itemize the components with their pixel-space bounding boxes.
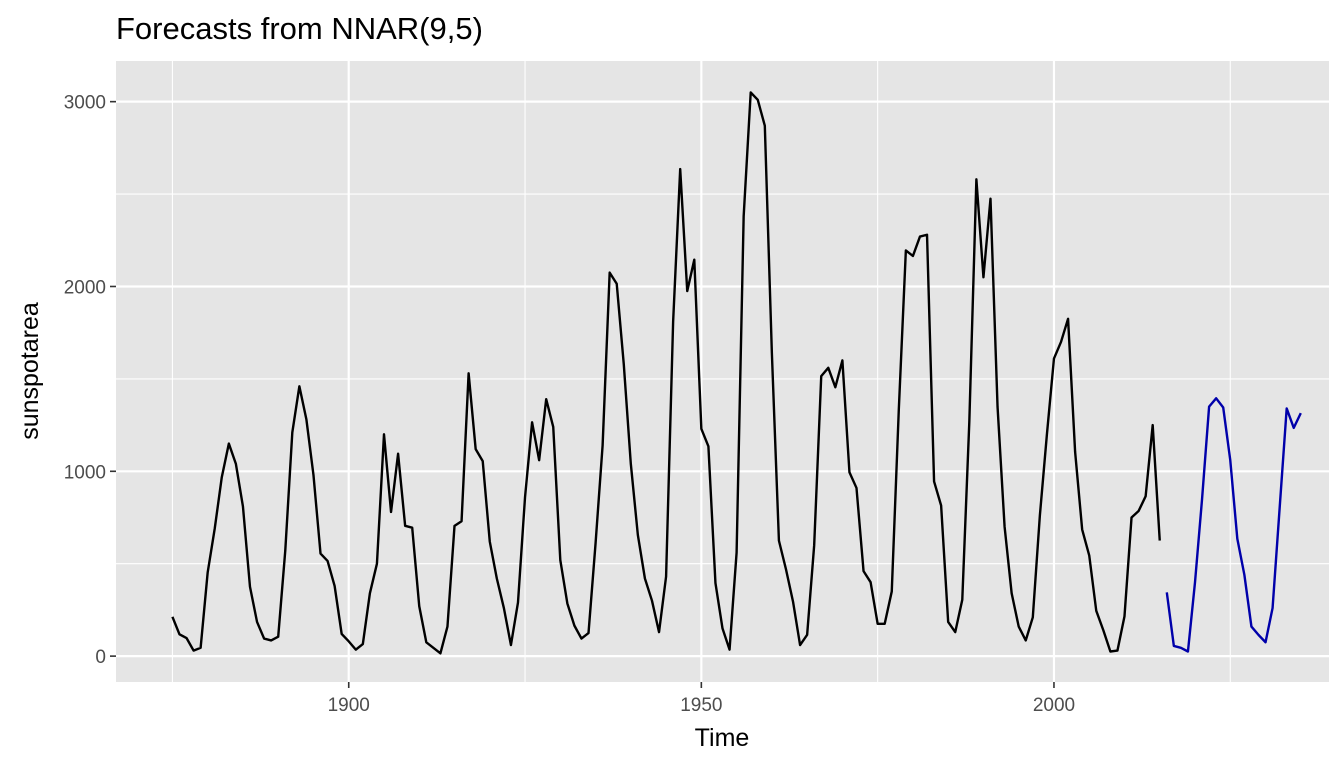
x-axis-title: Time [695, 724, 750, 752]
x-tick-label: 1900 [328, 695, 370, 716]
y-axis: 0 1000 2000 3000 [64, 93, 116, 668]
x-tick-label: 1950 [680, 695, 722, 716]
y-tick-label: 2000 [64, 277, 106, 298]
y-tick-label: 3000 [64, 93, 106, 114]
grid-minor [116, 61, 1329, 682]
series-line-observed [171, 91, 1161, 655]
series-line-forecast [1165, 397, 1302, 653]
y-tick-label: 0 [95, 647, 106, 668]
chart-title: Forecasts from NNAR(9,5) [116, 11, 483, 46]
plot-panel [116, 61, 1329, 682]
y-tick-label: 1000 [64, 462, 106, 483]
y-axis-title: sunspotarea [16, 302, 44, 440]
grid-major [116, 61, 1329, 682]
x-axis: 1900 1950 2000 [328, 682, 1075, 716]
x-tick-label: 2000 [1033, 695, 1075, 716]
series-layer [171, 91, 1302, 655]
